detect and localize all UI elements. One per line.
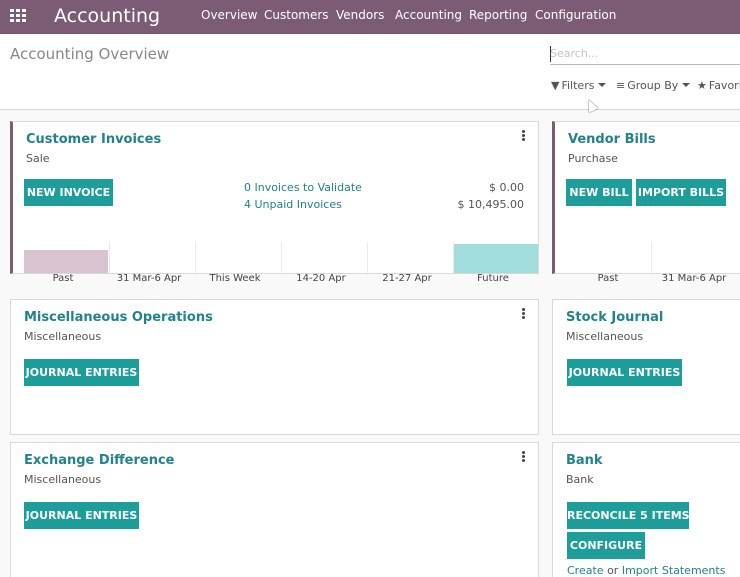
chart-tick-label: 31 Mar-6 Apr <box>661 273 727 284</box>
card-subtitle: Miscellaneous <box>24 473 102 486</box>
unpaid-invoices-amount: $ 10,495.00 <box>457 198 524 211</box>
stock-journal-card: Stock Journal Miscellaneous JOURNAL ENTR… <box>552 299 740 435</box>
kebab-menu-icon[interactable] <box>521 308 525 320</box>
menu-reporting[interactable]: Reporting <box>469 8 528 22</box>
group-by-button[interactable]: ≡ Group By <box>616 79 691 92</box>
chart-bar[interactable] <box>454 244 538 273</box>
filters-label: Filters <box>561 79 595 92</box>
search-input[interactable] <box>550 43 740 65</box>
chart-tick-label: 21-27 Apr <box>382 273 432 284</box>
app-title[interactable]: Accounting <box>54 5 161 27</box>
new-invoice-button[interactable]: NEW INVOICE <box>24 179 113 206</box>
card-subtitle: Sale <box>26 152 50 165</box>
unpaid-invoices-link[interactable]: 4 Unpaid Invoices <box>244 198 342 211</box>
card-subtitle: Miscellaneous <box>24 330 102 343</box>
menu-vendors[interactable]: Vendors <box>336 8 385 22</box>
favorites-label: Favorites <box>708 79 740 92</box>
chart-gridline <box>651 242 652 273</box>
kebab-menu-icon[interactable] <box>521 451 525 463</box>
menu-configuration[interactable]: Configuration <box>535 8 617 22</box>
favorites-button[interactable]: ★Favorites <box>697 79 740 92</box>
card-subtitle: Purchase <box>568 152 618 165</box>
filter-icon: ▼ <box>551 79 560 92</box>
configure-button[interactable]: CONFIGURE <box>567 532 645 559</box>
invoices-to-validate-amount: $ 0.00 <box>489 181 524 194</box>
import-statements-link[interactable]: Import Statements <box>621 564 726 577</box>
bank-footer: Create or Import Statements <box>567 564 725 577</box>
menu-customers[interactable]: Customers <box>264 8 329 22</box>
chevron-down-icon <box>598 83 607 87</box>
star-icon: ★ <box>697 79 707 92</box>
chevron-down-icon <box>682 83 691 87</box>
card-subtitle: Bank <box>566 473 594 486</box>
invoices-to-validate-link[interactable]: 0 Invoices to Validate <box>244 181 362 194</box>
filters-button[interactable]: ▼ Filters <box>551 79 607 92</box>
menu-accounting[interactable]: Accounting <box>395 8 463 22</box>
menu-overview[interactable]: Overview <box>201 8 258 22</box>
chart-gridline <box>109 242 110 273</box>
new-bill-button[interactable]: NEW BILL <box>566 179 632 206</box>
bills-bar-chart[interactable] <box>565 242 740 273</box>
or-text: or <box>607 564 619 577</box>
reconcile-items-button[interactable]: RECONCILE 5 ITEMS <box>567 502 690 529</box>
text-cursor <box>550 46 551 62</box>
chart-tick-label: 14-20 Apr <box>296 273 346 284</box>
chart-gridline <box>453 242 454 273</box>
card-title[interactable]: Miscellaneous Operations <box>24 310 213 325</box>
card-title[interactable]: Vendor Bills <box>568 132 656 147</box>
import-bills-button[interactable]: IMPORT BILLS <box>636 179 726 206</box>
chart-tick-label: This Week <box>209 273 261 284</box>
chart-tick-label: 31 Mar-6 Apr <box>116 273 182 284</box>
list-icon: ≡ <box>616 79 626 92</box>
chart-tick-label: Future <box>477 273 509 284</box>
invoice-bar-chart[interactable] <box>23 242 538 273</box>
group-by-label: Group By <box>627 79 679 92</box>
journal-entries-button[interactable]: JOURNAL ENTRIES <box>567 359 682 386</box>
vendor-bills-card: Vendor Bills Purchase NEW BILL IMPORT BI… <box>552 121 740 274</box>
customer-invoices-card: Customer Invoices Sale NEW INVOICE 0 Inv… <box>10 121 539 274</box>
kebab-menu-icon[interactable] <box>521 130 525 142</box>
journal-entries-button[interactable]: JOURNAL ENTRIES <box>24 502 139 529</box>
chart-bar[interactable] <box>24 250 108 273</box>
chart-gridline <box>281 242 282 273</box>
apps-menu-icon[interactable] <box>10 9 26 23</box>
exchange-difference-card: Exchange Difference Miscellaneous JOURNA… <box>10 442 539 577</box>
card-subtitle: Miscellaneous <box>566 330 644 343</box>
card-title[interactable]: Bank <box>566 453 603 468</box>
card-title[interactable]: Customer Invoices <box>26 132 162 147</box>
card-title[interactable]: Stock Journal <box>566 310 664 325</box>
journal-entries-button[interactable]: JOURNAL ENTRIES <box>24 359 139 386</box>
chart-gridline <box>367 242 368 273</box>
top-navbar: Accounting Overview Customers Vendors Ac… <box>0 0 740 34</box>
chart-tick-label: Past <box>52 273 74 284</box>
misc-operations-card: Miscellaneous Operations Miscellaneous J… <box>10 299 539 435</box>
chart-tick-label: Past <box>597 273 619 284</box>
create-link[interactable]: Create <box>567 564 604 577</box>
card-title[interactable]: Exchange Difference <box>24 453 175 468</box>
control-panel: Accounting Overview ▼Filters ≡Group By ★… <box>0 34 740 110</box>
page-title: Accounting Overview <box>10 45 170 63</box>
bank-card: Bank Bank RECONCILE 5 ITEMS CONFIGURE Cr… <box>552 442 740 577</box>
invoice-chart-x-axis: Past 31 Mar-6 Apr This Week 14-20 Apr 21-27 … <box>20 273 526 287</box>
chart-gridline <box>195 242 196 273</box>
bills-chart-x-axis: Past 31 Mar-6 Apr <box>565 273 740 287</box>
